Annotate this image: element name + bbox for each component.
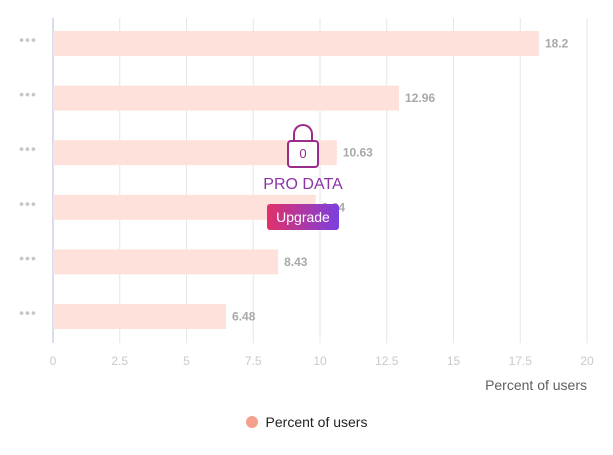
legend-label: Percent of users [265, 414, 368, 430]
legend-swatch [245, 416, 258, 428]
x-tick-label: 12.5 [375, 354, 399, 368]
pro-data-label: PRO DATA [263, 176, 343, 193]
bar [53, 249, 279, 275]
x-tick-label: 5 [183, 354, 190, 368]
lock-shackle [293, 124, 313, 142]
pro-data-overlay: 0 PRO DATA Upgrade [255, 124, 351, 230]
x-tick-label: 2.5 [111, 354, 128, 368]
x-tick-label: 17.5 [509, 354, 533, 368]
x-axis-title: Percent of users [485, 377, 587, 393]
lock-icon: 0 [287, 124, 319, 168]
bar [53, 304, 227, 329]
lock-count: 0 [287, 140, 319, 168]
legend: Percent of users [0, 414, 613, 430]
category-label: ••• [19, 305, 37, 321]
bar [53, 31, 539, 56]
bar-value-label: 10.63 [343, 146, 373, 160]
category-label: ••• [19, 250, 37, 266]
x-tick-label: 0 [50, 354, 57, 368]
x-tick-label: 15 [447, 354, 461, 368]
x-tick-label: 20 [580, 354, 594, 368]
category-label: ••• [19, 86, 37, 102]
x-axis-ticks: 0 2.5 5 7.5 10 12.5 15 17.5 20 [50, 354, 594, 368]
category-label: ••• [19, 141, 37, 157]
bar-value-label: 12.96 [405, 91, 435, 105]
category-labels: ••• ••• ••• ••• ••• ••• [19, 32, 37, 321]
category-label: ••• [19, 195, 37, 211]
bar-value-label: 8.43 [284, 255, 308, 269]
category-label: ••• [19, 32, 37, 48]
bar-value-label: 6.48 [232, 310, 256, 324]
x-tick-label: 7.5 [245, 354, 262, 368]
upgrade-button[interactable]: Upgrade [267, 204, 339, 230]
x-tick-label: 10 [313, 354, 327, 368]
grid-lines [52, 18, 588, 343]
bar-value-label: 18.2 [545, 37, 569, 51]
bar [53, 85, 400, 111]
